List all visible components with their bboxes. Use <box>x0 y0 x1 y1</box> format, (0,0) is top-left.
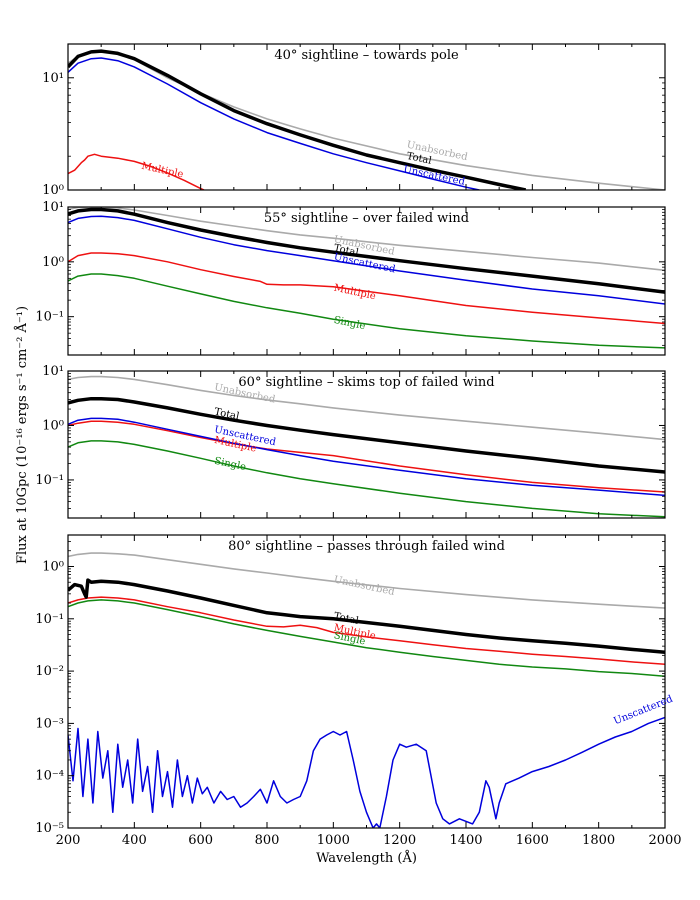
series-label-single: Single <box>213 456 247 473</box>
y-tick-label: 10⁻⁴ <box>35 769 64 784</box>
series-line-single <box>68 440 665 518</box>
x-tick-label: 800 <box>255 833 280 848</box>
series-label-total: Total <box>333 611 360 627</box>
plot-frame <box>67 370 666 519</box>
x-tick-label: 1200 <box>383 833 416 848</box>
x-tick-label: 1400 <box>449 833 482 848</box>
series-line-unabsorbed <box>68 552 665 609</box>
series-line-total <box>68 578 665 654</box>
series-label-unscattered: Unscattered <box>402 164 466 188</box>
series-line-unabsorbed <box>68 375 665 441</box>
y-tick-label: 10¹ <box>42 200 64 215</box>
series-line-unscattered <box>68 215 665 305</box>
y-tick-label: 10¹ <box>42 364 64 379</box>
series-line-multiple <box>68 252 665 325</box>
x-tick-label: 400 <box>122 833 147 848</box>
series-line-unscattered <box>68 57 480 190</box>
x-tick-label: 1600 <box>516 833 549 848</box>
series-line-single <box>68 599 665 677</box>
y-tick-label: 10¹ <box>42 71 64 86</box>
series-label-total: Total <box>333 243 360 259</box>
y-tick-label: 10⁻¹ <box>35 310 64 325</box>
series-label-multiple: Multiple <box>140 161 184 181</box>
series-label-single: Single <box>333 315 367 332</box>
series-label-multiple: Multiple <box>333 283 377 303</box>
x-tick-label: 600 <box>188 833 213 848</box>
y-tick-label: 10⁻² <box>35 664 64 679</box>
y-tick-label: 10⁻⁵ <box>35 821 64 836</box>
y-tick-label: 10⁰ <box>42 183 64 198</box>
panel-title: 80° sightline – passes through failed wi… <box>228 539 505 554</box>
series-line-total <box>68 207 665 294</box>
series-line-unscattered <box>68 417 665 497</box>
series-line-multiple <box>68 596 665 666</box>
series-label-total: Total <box>406 151 433 167</box>
y-tick-label: 10⁰ <box>42 418 64 433</box>
y-tick-label: 10⁻¹ <box>35 473 64 488</box>
panel-2: 10⁻¹ 10⁰ 10¹ 55° sightline – over failed wi… <box>35 200 666 356</box>
plot-frame <box>67 534 666 829</box>
series-label-total: Total <box>213 407 240 423</box>
y-tick-label: 10⁻¹ <box>35 612 64 627</box>
series-line-total <box>68 396 665 474</box>
x-tick-label: 200 <box>56 833 81 848</box>
y-axis-label: Flux at 10Gpc (10⁻¹⁶ ergs s⁻¹ cm⁻² Å⁻¹) <box>14 306 30 564</box>
panel-title: 60° sightline – skims top of failed wind <box>238 375 494 390</box>
panel-4: 10⁻⁵ 10⁻⁴ 10⁻³ 10⁻² 10⁻¹ 10⁰ 80° sightline – p… <box>35 534 682 848</box>
series-line-multiple <box>68 153 205 190</box>
y-tick-label: 10⁻³ <box>35 716 64 731</box>
x-tick-label: 1000 <box>317 833 350 848</box>
x-tick-label: 2000 <box>648 833 681 848</box>
y-tick-label: 10⁰ <box>42 255 64 270</box>
panel-title: 55° sightline – over failed wind <box>264 211 469 226</box>
y-tick-label: 10⁰ <box>42 559 64 574</box>
x-tick-label: 1800 <box>582 833 615 848</box>
series-label-unabsorbed: Unabsorbed <box>333 574 396 598</box>
series-line-single <box>68 273 665 349</box>
series-line-total <box>68 49 527 190</box>
x-axis-label: Wavelength (Å) <box>316 850 417 866</box>
series-line-unabsorbed <box>68 207 665 272</box>
series-line-unscattered <box>68 716 665 828</box>
panel-3: 10⁻¹ 10⁰ 10¹ 60° sightline – skims top of f… <box>35 364 666 519</box>
panel-title: 40° sightline – towards pole <box>274 48 459 63</box>
